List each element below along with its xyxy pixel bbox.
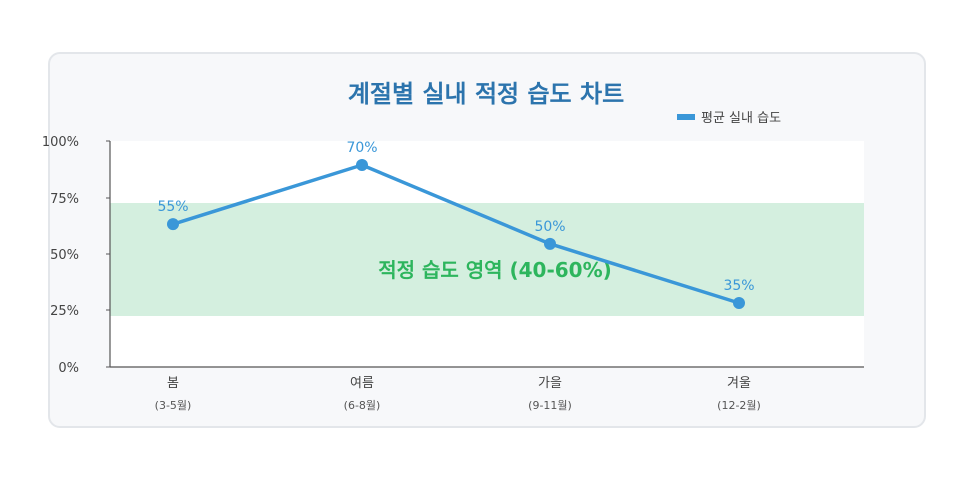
series-line xyxy=(172,163,740,305)
data-label: 35% xyxy=(723,278,754,294)
chart-title: 계절별 실내 적정 습도 차트 xyxy=(347,80,625,108)
band-label: 적정 습도 영역 (40-60%) xyxy=(378,258,612,282)
y-tick-label: 25% xyxy=(50,304,79,319)
data-point xyxy=(733,297,745,309)
y-tick-label: 50% xyxy=(50,248,79,263)
x-tick-label: 가을 xyxy=(538,376,562,391)
y-tick-label: 75% xyxy=(50,192,79,207)
data-point xyxy=(167,218,179,231)
data-label: 50% xyxy=(534,219,565,235)
x-tick-sublabel: (9-11월) xyxy=(528,399,572,412)
x-tick-label: 여름 xyxy=(350,376,374,391)
x-tick-label: 봄 xyxy=(167,376,179,391)
x-tick-label: 겨울 xyxy=(727,376,751,391)
legend-swatch xyxy=(677,113,695,120)
y-tick-label: 0% xyxy=(58,361,79,376)
y-tick-label: 100% xyxy=(42,135,79,150)
x-tick-sublabel: (6-8월) xyxy=(344,399,381,412)
data-point xyxy=(356,159,368,171)
data-point xyxy=(544,237,556,250)
x-tick-sublabel: (3-5월) xyxy=(155,399,192,412)
data-label: 70% xyxy=(346,140,377,156)
legend-label: 평균 실내 습도 xyxy=(701,111,782,126)
legend: 평균 실내 습도 xyxy=(677,107,781,126)
data-label: 55% xyxy=(157,199,188,215)
x-tick-sublabel: (12-2월) xyxy=(717,399,761,412)
